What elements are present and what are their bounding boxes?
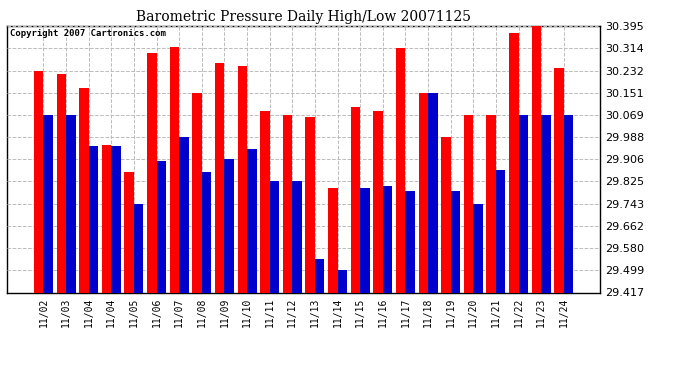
Bar	[179, 137, 188, 292]
Bar	[201, 172, 211, 292]
Bar	[351, 106, 360, 292]
Bar	[373, 111, 383, 292]
Bar	[541, 115, 551, 292]
Bar	[283, 115, 293, 292]
Bar	[147, 54, 157, 292]
Bar	[428, 93, 437, 292]
Bar	[170, 46, 179, 292]
Bar	[473, 204, 483, 292]
Bar	[134, 204, 144, 292]
Bar	[337, 270, 347, 292]
Bar	[496, 170, 506, 292]
Bar	[383, 186, 393, 292]
Bar	[57, 74, 66, 292]
Bar	[419, 93, 428, 292]
Bar	[79, 87, 88, 292]
Bar	[464, 115, 473, 292]
Bar	[519, 115, 528, 292]
Bar	[360, 188, 370, 292]
Bar	[509, 33, 519, 292]
Bar	[260, 111, 270, 292]
Bar	[237, 66, 247, 292]
Bar	[554, 69, 564, 292]
Bar	[406, 191, 415, 292]
Bar	[315, 259, 324, 292]
Bar	[328, 188, 337, 292]
Bar	[215, 63, 224, 292]
Bar	[293, 182, 302, 292]
Text: Copyright 2007 Cartronics.com: Copyright 2007 Cartronics.com	[10, 29, 166, 38]
Bar	[101, 145, 111, 292]
Bar	[34, 70, 43, 292]
Bar	[396, 48, 406, 292]
Bar	[66, 115, 75, 292]
Bar	[124, 172, 134, 292]
Bar	[43, 115, 53, 292]
Bar	[224, 159, 234, 292]
Bar	[247, 149, 257, 292]
Bar	[193, 93, 201, 292]
Bar	[451, 191, 460, 292]
Bar	[564, 115, 573, 292]
Bar	[532, 26, 541, 292]
Bar	[111, 146, 121, 292]
Bar	[157, 161, 166, 292]
Bar	[441, 137, 451, 292]
Bar	[486, 115, 496, 292]
Bar	[88, 146, 98, 292]
Title: Barometric Pressure Daily High/Low 20071125: Barometric Pressure Daily High/Low 20071…	[136, 10, 471, 24]
Bar	[270, 182, 279, 292]
Bar	[306, 117, 315, 292]
